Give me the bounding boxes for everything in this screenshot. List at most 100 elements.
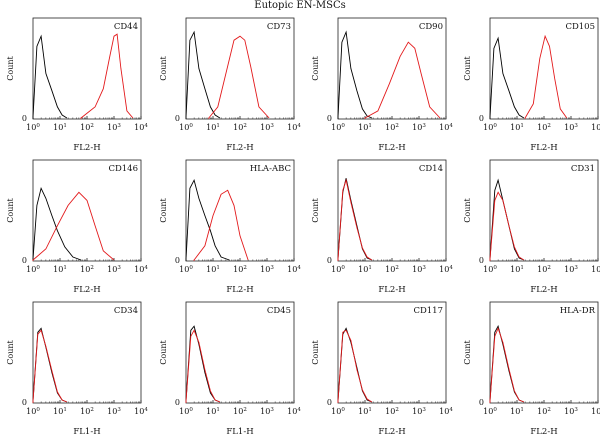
y-axis-label: Count — [463, 55, 472, 80]
control-histogram — [489, 36, 525, 119]
marker-histogram — [80, 33, 134, 119]
x-tick-label: 100 — [483, 407, 497, 416]
x-tick-label: 103 — [107, 407, 121, 416]
panel-cd45: 100 101 102 103 104 0 Count FL1-H CD45 — [159, 301, 301, 437]
x-tick-label: 102 — [385, 123, 399, 132]
x-tick-label: 101 — [53, 123, 67, 132]
control-histogram — [32, 327, 68, 403]
x-tick-label: 103 — [564, 407, 578, 416]
marker-label: CD117 — [413, 306, 443, 316]
y-tick-label: 0 — [22, 256, 27, 265]
x-tick-label: 101 — [53, 265, 67, 274]
y-tick-label: 0 — [327, 114, 332, 123]
y-tick-label: 0 — [175, 256, 180, 265]
x-tick-label: 102 — [233, 123, 247, 132]
x-tick-label: 101 — [510, 123, 524, 132]
control-histogram — [32, 34, 68, 119]
x-tick-label: 102 — [80, 265, 94, 274]
x-tick-label: 103 — [564, 123, 578, 132]
plot-frame — [489, 159, 599, 262]
panel-hla-dr: 100 101 102 103 104 0 Count FL2-H HLA-DR — [463, 301, 600, 437]
plot-frame — [32, 17, 142, 120]
x-axis-label: FL2-H — [226, 285, 253, 295]
plot-frame — [185, 159, 295, 262]
x-tick-label: 104 — [591, 265, 600, 274]
marker-label: CD14 — [419, 164, 443, 174]
y-tick-label: 0 — [479, 398, 484, 407]
marker-histogram — [193, 189, 249, 261]
y-tick-label: 0 — [175, 114, 180, 123]
y-axis-label: Count — [463, 339, 472, 364]
x-tick-label: 104 — [287, 123, 301, 132]
x-tick-label: 101 — [358, 123, 372, 132]
x-tick-label: 102 — [537, 407, 551, 416]
marker-label: HLA-DR — [560, 306, 596, 316]
marker-histogram — [364, 41, 441, 119]
x-tick-label: 104 — [439, 265, 453, 274]
y-tick-label: 0 — [327, 398, 332, 407]
y-axis-label: Count — [159, 197, 168, 222]
x-tick-label: 102 — [385, 265, 399, 274]
marker-label: CD44 — [114, 22, 138, 32]
marker-histogram — [185, 329, 221, 403]
marker-label: CD73 — [267, 22, 291, 32]
x-tick-label: 103 — [412, 123, 426, 132]
x-tick-label: 103 — [412, 407, 426, 416]
x-tick-label: 103 — [107, 123, 121, 132]
x-tick-label: 101 — [358, 265, 372, 274]
y-axis-label: Count — [159, 339, 168, 364]
y-tick-label: 0 — [479, 114, 484, 123]
marker-label: CD45 — [267, 306, 291, 316]
x-axis-label: FL2-H — [226, 143, 253, 153]
marker-label: CD146 — [108, 164, 138, 174]
x-tick-label: 103 — [107, 265, 121, 274]
x-tick-label: 102 — [385, 407, 399, 416]
x-axis-label: FL2-H — [73, 285, 100, 295]
x-tick-label: 103 — [260, 123, 274, 132]
y-tick-label: 0 — [327, 256, 332, 265]
x-tick-label: 100 — [331, 265, 345, 274]
x-axis-label: FL1-H — [226, 427, 253, 437]
plot-frame — [32, 301, 142, 404]
y-axis-label: Count — [311, 197, 320, 222]
y-axis-label: Count — [463, 197, 472, 222]
panel-cd105: 100 101 102 103 104 0 Count FL2-H CD105 — [463, 17, 600, 153]
y-axis-label: Count — [6, 339, 15, 364]
panel-cd146: 100 101 102 103 104 0 Count FL2-H CD146 — [6, 159, 148, 295]
x-tick-label: 102 — [233, 407, 247, 416]
x-tick-label: 100 — [331, 123, 345, 132]
plot-frame — [337, 17, 447, 120]
plot-frame — [185, 301, 295, 404]
x-tick-label: 100 — [483, 265, 497, 274]
marker-histogram — [524, 34, 568, 119]
y-axis-label: Count — [6, 55, 15, 80]
marker-histogram — [208, 35, 270, 119]
y-tick-label: 0 — [22, 114, 27, 123]
x-tick-label: 104 — [134, 123, 148, 132]
x-tick-label: 102 — [537, 265, 551, 274]
marker-histogram — [489, 327, 525, 403]
marker-label: CD90 — [419, 22, 443, 32]
x-axis-label: FL2-H — [378, 285, 405, 295]
plot-frame — [489, 17, 599, 120]
x-axis-label: FL2-H — [378, 143, 405, 153]
panel-cd34: 100 101 102 103 104 0 Count FL1-H CD34 — [6, 301, 148, 437]
x-axis-label: FL2-H — [378, 427, 405, 437]
y-tick-label: 0 — [479, 256, 484, 265]
x-tick-label: 103 — [260, 265, 274, 274]
x-tick-label: 101 — [510, 407, 524, 416]
x-tick-label: 104 — [591, 407, 600, 416]
x-tick-label: 104 — [591, 123, 600, 132]
marker-histogram — [32, 191, 115, 261]
x-tick-label: 100 — [483, 123, 497, 132]
panel-cd73: 100 101 102 103 104 0 Count FL2-H CD73 — [159, 17, 301, 153]
x-tick-label: 103 — [564, 265, 578, 274]
x-tick-label: 104 — [439, 407, 453, 416]
marker-histogram — [32, 329, 68, 403]
x-axis-label: FL2-H — [530, 285, 557, 295]
x-tick-label: 101 — [53, 407, 67, 416]
x-tick-label: 104 — [287, 407, 301, 416]
marker-label: HLA-ABC — [250, 164, 291, 174]
